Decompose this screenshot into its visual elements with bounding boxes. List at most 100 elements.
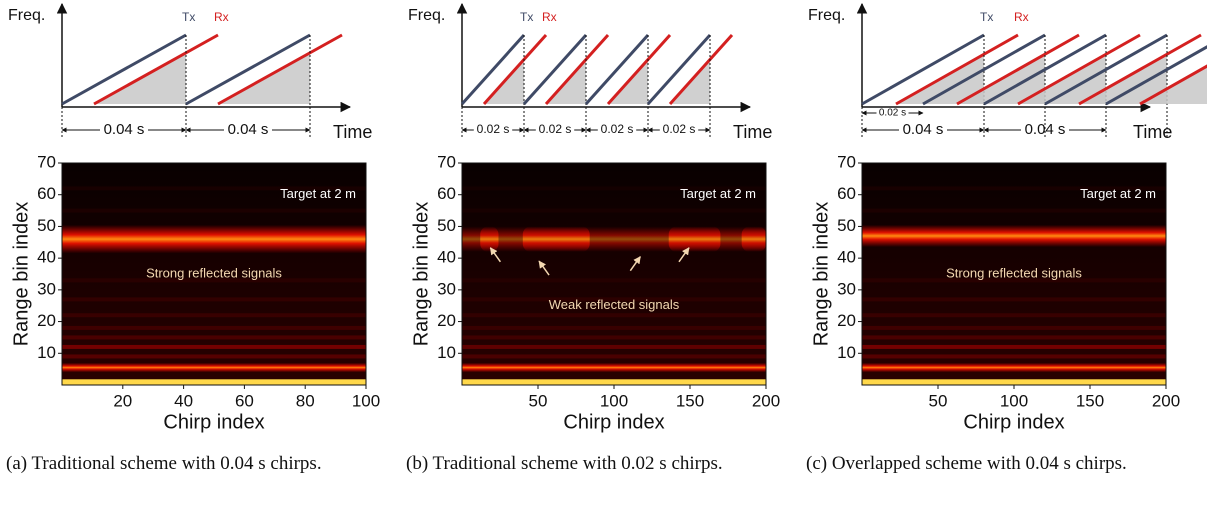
caption-box: (a) Traditional scheme with 0.04 s chirp… xyxy=(6,453,322,474)
y-tick-label: 70 xyxy=(37,152,56,171)
x-tick-label: 150 xyxy=(676,391,704,410)
y-tick-label: 50 xyxy=(837,216,856,235)
heatmap-stripe xyxy=(462,297,766,302)
x-tick-label: 40 xyxy=(174,391,193,410)
target-band xyxy=(62,224,366,254)
interval-label: 0.04 s xyxy=(104,121,145,138)
y-tick-label: 20 xyxy=(437,311,456,330)
heatmap-stripe xyxy=(862,208,1166,213)
interval-label: 0.04 s xyxy=(1025,121,1066,138)
heatmap-stripe xyxy=(62,208,366,213)
tx-chirp xyxy=(584,33,650,106)
tx-chirp xyxy=(1044,33,1168,106)
y-axis-label: Range bin index xyxy=(410,202,432,347)
heatmap-base-band xyxy=(62,379,366,385)
interval-label: 0.02 s xyxy=(477,122,510,136)
y-axis-label: Range bin index xyxy=(10,202,32,347)
annotation: Strong reflected signals xyxy=(146,265,282,280)
x-tick-label: 50 xyxy=(929,391,948,410)
interval-label: 0.04 s xyxy=(228,121,269,138)
heatmap-frame xyxy=(61,162,367,386)
heatmap-stripe xyxy=(862,297,1166,302)
heatmap-stripe xyxy=(862,278,1166,283)
pointer-arrow xyxy=(489,247,502,263)
time-label: Time xyxy=(333,122,372,142)
y-tick-label: 40 xyxy=(37,248,56,267)
rx-label: Rx xyxy=(1014,10,1029,24)
tx-chirp xyxy=(983,33,1107,106)
heatmap-stripe xyxy=(462,335,766,340)
y-tick-label: 50 xyxy=(37,216,56,235)
y-tick-label: 30 xyxy=(837,279,856,298)
caption: (b) Traditional scheme with 0.02 s chirp… xyxy=(406,453,723,474)
rx-label: Rx xyxy=(542,10,557,24)
overlap-area xyxy=(1140,66,1207,104)
rx-chirp xyxy=(1078,33,1202,106)
pointer-arrow xyxy=(538,260,550,276)
y-tick-label: 60 xyxy=(37,184,56,203)
x-tick-label: 150 xyxy=(1076,391,1104,410)
rx-chirp xyxy=(217,33,343,106)
y-axis-label: Range bin index xyxy=(810,202,832,347)
x-tick-label: 200 xyxy=(752,391,780,410)
rx-chirp xyxy=(956,33,1080,106)
interval-label: 0.02 s xyxy=(663,122,696,136)
rx-chirp xyxy=(606,33,672,106)
y-tick-label: 10 xyxy=(837,343,856,362)
heatmap-stripe xyxy=(62,313,366,318)
target-band xyxy=(862,224,1166,248)
heatmap-stripe xyxy=(62,297,366,302)
y-tick-label: 50 xyxy=(437,216,456,235)
heatmap-stripe xyxy=(462,344,766,349)
tx-chirp xyxy=(1105,45,1207,106)
x-tick-label: 80 xyxy=(296,391,315,410)
rx-label: Rx xyxy=(214,10,229,24)
y-tick-label: 40 xyxy=(437,248,456,267)
heatmap-stripe xyxy=(462,325,766,330)
heatmap-background xyxy=(462,163,766,385)
tx-chirp xyxy=(460,33,526,106)
heatmap-stripe xyxy=(462,313,766,318)
interval-label: 0.02 s xyxy=(601,122,634,136)
time-label: Time xyxy=(1133,122,1172,142)
y-tick-label: 20 xyxy=(837,311,856,330)
heatmap-stripe xyxy=(462,354,766,359)
tx-chirp xyxy=(61,33,187,106)
annotation: Weak reflected signals xyxy=(549,297,680,312)
tx-chirp xyxy=(185,33,311,106)
tx-label: Tx xyxy=(980,10,993,24)
heatmap-low-band xyxy=(862,362,1166,373)
pointer-arrow xyxy=(629,256,641,272)
rx-chirp xyxy=(895,33,1019,106)
heatmap-stripe xyxy=(862,325,1166,330)
tx-chirp xyxy=(646,33,712,106)
x-axis-label: Chirp index xyxy=(563,411,664,433)
panel: Freq. Time Tx Rx 0.04 s 0.04 s Target at 2 m St… xyxy=(6,2,380,474)
heatmap-stripe xyxy=(62,344,366,349)
rx-chirp xyxy=(668,33,734,106)
heatmap-base-band xyxy=(862,379,1166,385)
annotation: Strong reflected signals xyxy=(946,265,1082,280)
heatmap-stripe xyxy=(62,354,366,359)
y-tick-label: 20 xyxy=(37,311,56,330)
heatmap-stripe xyxy=(862,186,1166,191)
freq-label: Freq. xyxy=(8,7,45,24)
y-tick-label: 30 xyxy=(437,279,456,298)
interval-label: 0.02 s xyxy=(879,108,906,119)
interval-label: 0.02 s xyxy=(539,122,572,136)
heatmap-stripe xyxy=(62,186,366,191)
heatmap-low-band xyxy=(462,362,766,373)
heatmap-stripe xyxy=(862,313,1166,318)
freq-label: Freq. xyxy=(808,7,845,24)
target-band xyxy=(462,226,766,252)
x-axis-label: Chirp index xyxy=(963,411,1064,433)
heatmap-stripe xyxy=(862,335,1166,340)
y-tick-label: 70 xyxy=(837,152,856,171)
tx-label: Tx xyxy=(182,10,195,24)
rx-chirp xyxy=(544,33,610,106)
caption: (a) Traditional scheme with 0.04 s chirp… xyxy=(6,453,322,474)
x-tick-label: 50 xyxy=(529,391,548,410)
caption: (c) Overlapped scheme with 0.04 s chirps… xyxy=(806,453,1127,474)
y-tick-label: 70 xyxy=(437,152,456,171)
panel: Freq. Time Tx Rx 0.02 s 0.02 s 0.02 s 0.02 s Tar… xyxy=(406,2,780,474)
